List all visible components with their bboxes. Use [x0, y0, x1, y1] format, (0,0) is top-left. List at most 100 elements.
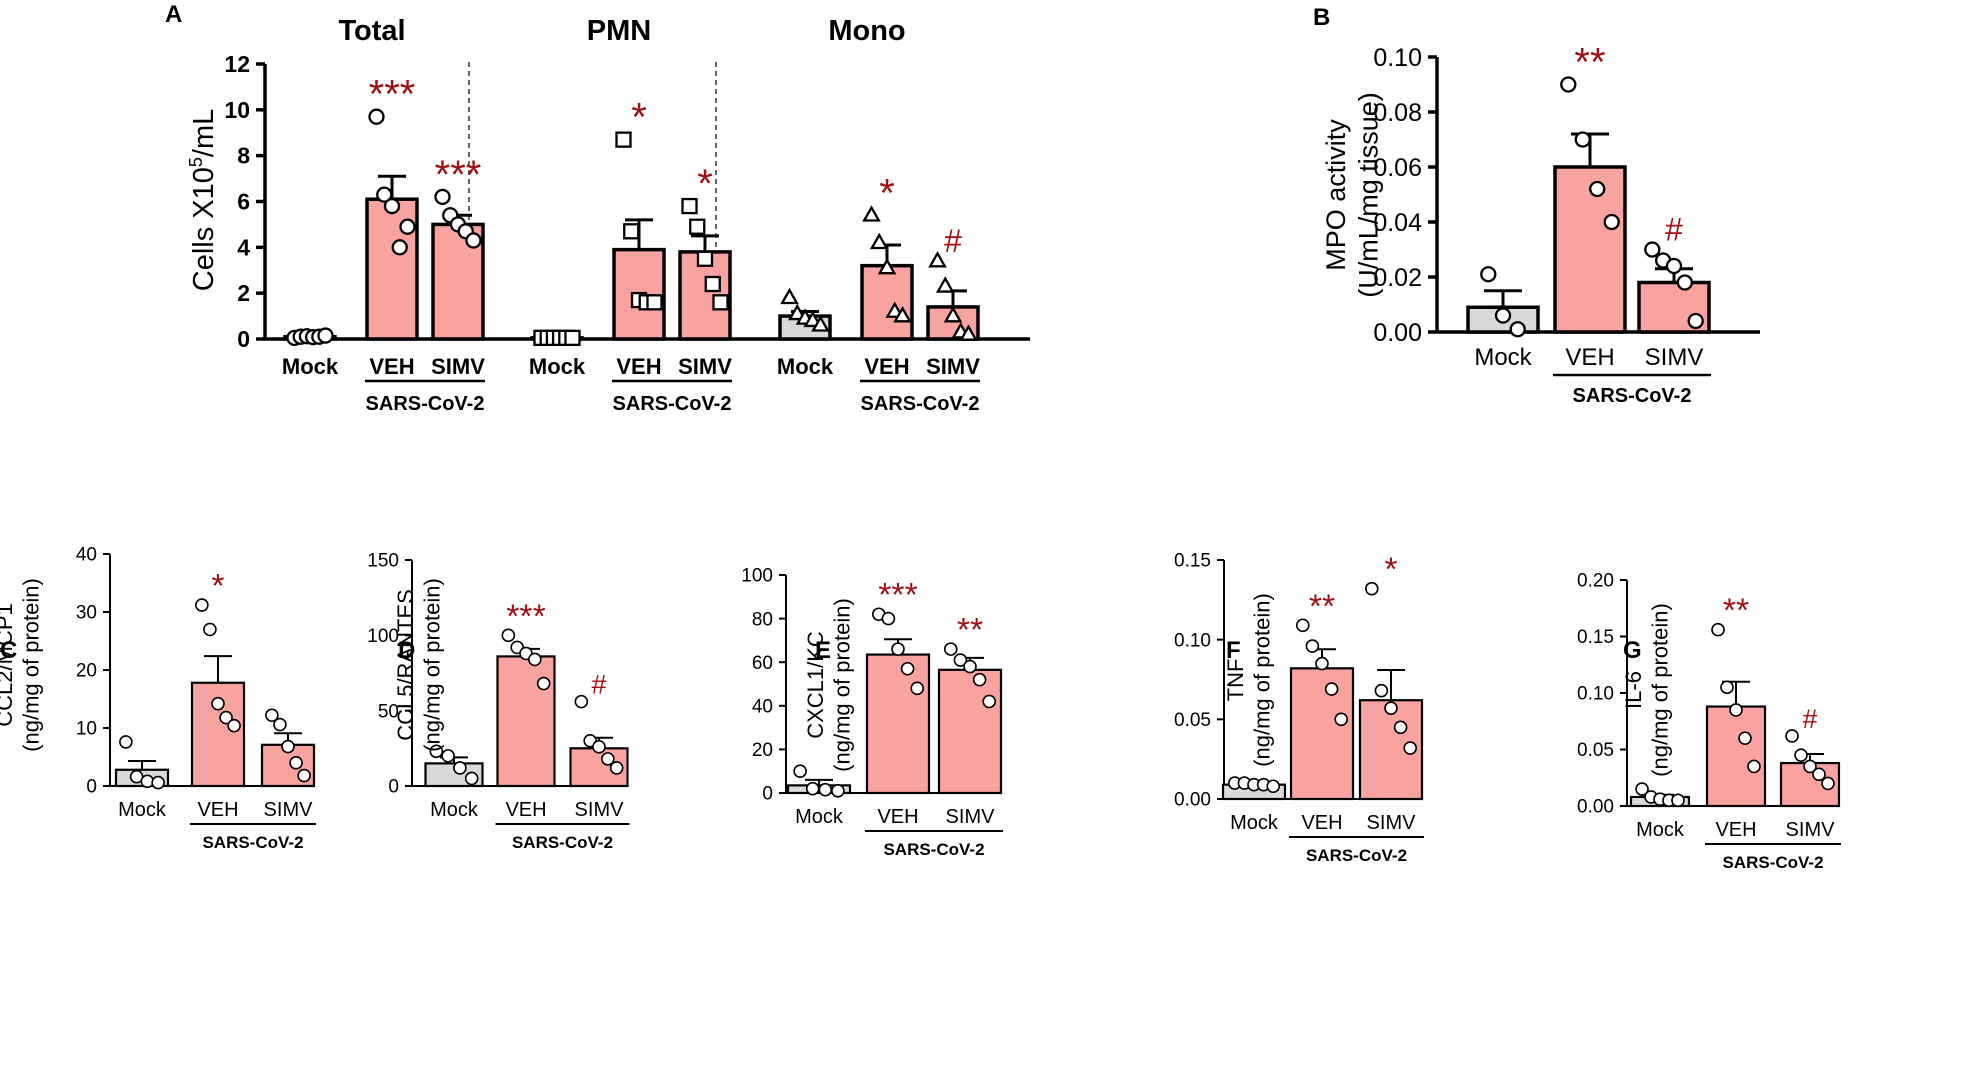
y-tick-label: 4 — [237, 234, 250, 260]
data-point — [609, 761, 624, 775]
y-axis-label-units: (ng/mg of protein) — [1647, 603, 1672, 777]
data-point — [811, 315, 830, 332]
data-point — [963, 659, 977, 674]
y-axis-label: IL-6 — [1621, 671, 1646, 709]
data-point — [564, 329, 581, 347]
y-axis-label-units: (ng/mg of protein) — [419, 578, 444, 752]
significance-label: *** — [878, 576, 917, 614]
y-tick-label: 0 — [86, 777, 97, 798]
y-axis-label-units: (ng/mg of protein) — [18, 578, 43, 752]
significance-label: # — [591, 670, 606, 700]
y-axis-label: TNF — [1223, 659, 1248, 702]
svg-text:Cells X105/mL: Cells X105/mL — [186, 109, 220, 291]
data-point — [928, 251, 947, 268]
x-tick-label: SIMV — [575, 799, 625, 821]
data-point — [574, 694, 589, 709]
y-tick-label: 12 — [224, 51, 250, 77]
y-axis-label-unit: /mL — [188, 109, 220, 157]
y-tick-label: 50 — [378, 701, 399, 722]
bar — [1705, 705, 1767, 808]
data-point — [601, 752, 615, 766]
panel-f: F 0.000.050.100.15***Mock VEH SIMVSARS-CoV… — [1174, 551, 1424, 865]
data-point — [151, 775, 165, 790]
panel-a: A Cells X105/mL 024681012******TotalMock… — [165, 1, 1030, 415]
y-tick-label: 0.20 — [1577, 571, 1614, 592]
data-point — [399, 218, 416, 235]
data-point — [441, 749, 455, 763]
data-point — [1821, 776, 1835, 791]
y-tick-label: 0 — [762, 784, 773, 805]
y-tick-label: 80 — [752, 609, 773, 630]
data-point — [1364, 581, 1379, 596]
data-point — [453, 761, 467, 775]
x-tick-label: SIMV — [1367, 812, 1417, 834]
data-point — [704, 275, 721, 293]
y-tick-label: 0.10 — [1373, 44, 1422, 72]
data-point — [1315, 656, 1329, 671]
x-tick-label: Mock — [777, 354, 834, 379]
group-label: SARS-CoV-2 — [1573, 385, 1692, 407]
y-axis-label-main: Cells X10 — [188, 167, 220, 291]
y-tick-label: 0 — [388, 777, 399, 798]
group-label: SARS-CoV-2 — [366, 393, 485, 415]
significance-label: *** — [506, 597, 545, 635]
data-point — [429, 744, 444, 759]
data-point — [869, 232, 889, 250]
panel-letter-e: E — [815, 637, 831, 664]
significance-label: ** — [1723, 592, 1749, 630]
data-point — [281, 739, 295, 754]
x-tick-label: VEH — [1715, 819, 1756, 841]
data-point — [1803, 759, 1817, 774]
data-point — [681, 197, 698, 215]
data-point — [712, 294, 729, 311]
data-point — [1747, 759, 1761, 774]
y-axis-label-units: (ng/mg of protein) — [829, 598, 854, 772]
y-tick-label: 0.08 — [1373, 99, 1422, 127]
x-tick-label: VEH — [369, 354, 414, 379]
x-tick-label: Mock — [1474, 344, 1532, 371]
x-tick-label: SIMV — [946, 806, 996, 828]
y-tick-label: 0 — [237, 326, 250, 352]
group-label: SARS-CoV-2 — [883, 840, 984, 859]
data-point — [1295, 618, 1310, 633]
significance-label: ** — [957, 611, 983, 649]
data-point — [805, 781, 820, 796]
y-tick-label: 0.15 — [1174, 551, 1211, 572]
data-point — [1480, 266, 1497, 283]
data-point — [1738, 731, 1752, 746]
y-tick-label: 20 — [752, 740, 773, 761]
data-point — [434, 188, 451, 206]
data-point — [623, 223, 640, 240]
data-point — [780, 287, 799, 305]
significance-label: ** — [1574, 41, 1605, 85]
data-point — [935, 276, 955, 293]
data-point — [592, 740, 606, 754]
significance-label: * — [1384, 551, 1397, 589]
x-tick-label: SIMV — [678, 354, 732, 379]
data-point — [195, 598, 209, 612]
data-point — [793, 764, 807, 779]
bar — [496, 655, 556, 788]
y-tick-label: 0.00 — [1373, 319, 1422, 347]
y-tick-label: 100 — [367, 626, 399, 647]
y-tick-label: 0.05 — [1174, 710, 1211, 731]
data-point — [893, 306, 912, 323]
data-point — [227, 718, 241, 733]
y-axis-label: MPO activity — [1321, 119, 1351, 271]
group-label: SARS-CoV-2 — [1722, 853, 1823, 872]
data-point — [265, 708, 279, 723]
x-tick-label: Mock — [1230, 812, 1279, 834]
bar — [1553, 165, 1627, 334]
group-label: SARS-CoV-2 — [613, 393, 732, 415]
y-tick-label: 0.15 — [1577, 627, 1614, 648]
panel-g: G 0.00 0.05 0.10 0.15 0.20 ** # Mock VEH SIMV SARS… — [1577, 571, 1841, 872]
data-point — [646, 294, 663, 311]
y-tick-label: 0.00 — [1174, 790, 1211, 811]
panel-letter-c: C — [0, 637, 17, 664]
y-tick-label: 0.02 — [1373, 264, 1422, 292]
data-point — [1589, 180, 1606, 198]
y-axis-label-exponent: 5 — [186, 157, 206, 167]
data-point — [696, 250, 714, 267]
